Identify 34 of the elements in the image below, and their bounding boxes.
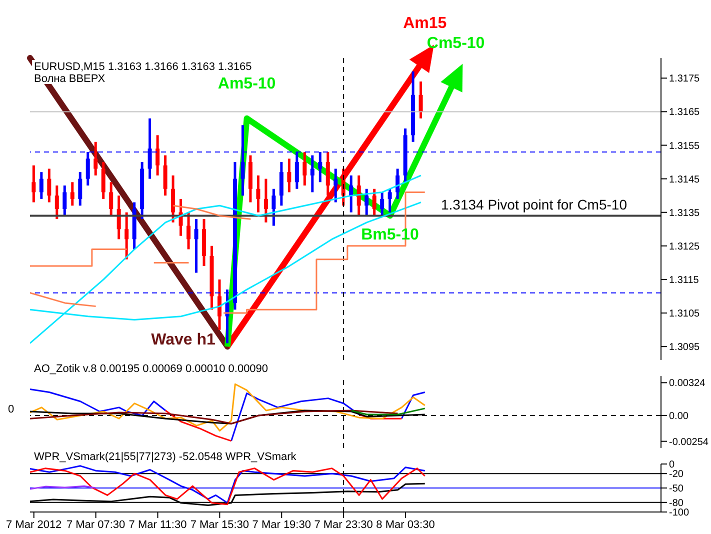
y-tick-label: 0.00324 [669,378,706,390]
x-tick-label: 7 Mar 19:30 [252,518,311,531]
chart-title: EURUSD,M15 1.3163 1.3166 1.3163 1.3165 [34,61,252,73]
y-tick-label: 1.3125 [669,241,700,252]
y-tick-label: -50 [669,484,684,495]
y-tick-label: 1.3095 [669,342,700,354]
text: Cm5-10 [426,35,485,52]
x-tick-label: 7 Mar 11:30 [128,518,187,531]
text: Am15 [403,15,447,32]
y-tick-label: -80 [669,498,684,509]
text: Волна ВВЕРХ [34,73,106,85]
ref-line-label: 1.3134 Pivot point for Cm5-10 [441,196,628,213]
x-tick-label: 7 Mar 23:30 [314,518,373,531]
chart-title: WPR_VSmark(21|55|77|273) -52.0548 WPR_VSmark [34,451,297,463]
y-tick-label: 0 [669,460,675,471]
y-tick-label: 0.00 [669,411,689,422]
annotation: Am5-10 [218,75,276,92]
y-tick-label: -100 [669,508,690,519]
ref-line-label: 0 [8,404,14,416]
y-tick-label: 1.3175 [669,74,700,85]
y-tick-label: 1.3145 [669,174,700,186]
y-tick-label: 1.3115 [669,275,700,286]
x-tick-label: 7 Mar 15:30 [190,518,250,531]
y-tick-label: 1.3165 [669,107,700,118]
y-tick-label: 1.3135 [669,208,700,219]
y-tick-label: -0.00254 [669,436,709,448]
annotation: Wave h1 [151,332,216,349]
y-tick-label: 1.3105 [669,308,700,320]
x-tick-label: 8 Mar 03:30 [376,518,435,531]
x-tick-label: 7 Mar 07:30 [66,518,126,531]
y-tick-label: 1.3155 [669,140,700,152]
chart-title: AO_Zotik v.8 0.00195 0.00069 0.00010 0.00090 [34,363,268,375]
y-tick-label: -20 [669,469,684,480]
x-tick-label: 7 Mar 2012 [6,518,62,531]
